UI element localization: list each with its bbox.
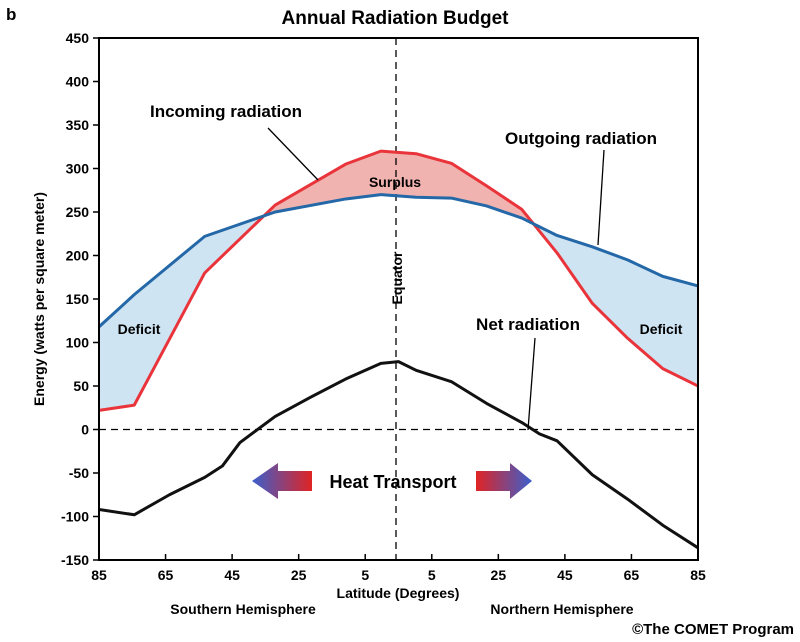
y-axis-ticks: -150 -100 -50 0 50 100 150 200 250 300 350 400 450 <box>61 30 99 568</box>
outgoing-leader-line <box>597 149 605 246</box>
y-tick-label: 150 <box>66 291 90 307</box>
x-tick-label: 5 <box>428 567 436 583</box>
y-tick-label: -50 <box>69 465 89 481</box>
y-axis-label: Energy (watts per square meter) <box>31 192 47 406</box>
x-tick-label: 85 <box>91 567 107 583</box>
series-lines <box>99 149 698 550</box>
y-tick-label: -100 <box>61 509 89 525</box>
x-tick-label: 25 <box>491 567 507 583</box>
chart-title: Annual Radiation Budget <box>282 8 510 29</box>
incoming-radiation-label: Incoming radiation <box>150 102 302 121</box>
credit-text: ©The COMET Program <box>632 621 794 638</box>
surplus-label: Surplus <box>369 174 421 190</box>
y-tick-label: 100 <box>66 335 90 351</box>
panel-letter: b <box>6 5 16 24</box>
outgoing-radiation-label: Outgoing radiation <box>505 129 657 148</box>
x-axis-label: Latitude (Degrees) <box>337 585 460 601</box>
incoming-leader-line <box>267 127 319 181</box>
y-tick-label: 450 <box>66 30 90 46</box>
x-tick-label: 5 <box>361 567 369 583</box>
equator-label: Equator <box>389 251 405 304</box>
x-tick-label: 65 <box>158 567 174 583</box>
incoming-radiation-line <box>99 149 698 412</box>
southern-hemisphere-label: Southern Hemisphere <box>170 601 316 617</box>
northern-hemisphere-label: Northern Hemisphere <box>490 601 633 617</box>
y-tick-label: 200 <box>66 248 90 264</box>
x-tick-label: 45 <box>557 567 573 583</box>
x-tick-label: 85 <box>690 567 706 583</box>
heat-transport-left-arrow <box>252 463 312 499</box>
net-radiation-label: Net radiation <box>476 315 580 334</box>
y-tick-label: 350 <box>66 117 90 133</box>
outgoing-radiation-line <box>99 193 698 328</box>
y-tick-label: 50 <box>73 378 89 394</box>
x-tick-label: 65 <box>624 567 640 583</box>
net-leader-line <box>527 337 536 431</box>
heat-transport-right-arrow <box>476 463 532 499</box>
x-axis-ticks: 85 65 45 25 5 5 25 45 65 85 <box>91 554 706 583</box>
guide-lines <box>99 38 698 560</box>
net-radiation-line <box>99 360 698 550</box>
deficit-right-label: Deficit <box>640 321 683 337</box>
y-tick-label: 300 <box>66 161 90 177</box>
x-tick-label: 45 <box>224 567 240 583</box>
y-tick-label: 250 <box>66 204 90 220</box>
y-tick-label: -150 <box>61 552 89 568</box>
deficit-left-label: Deficit <box>118 321 161 337</box>
y-tick-label: 0 <box>81 422 89 438</box>
heat-transport-label: Heat Transport <box>329 472 456 492</box>
y-tick-label: 400 <box>66 74 90 90</box>
x-tick-label: 25 <box>291 567 307 583</box>
